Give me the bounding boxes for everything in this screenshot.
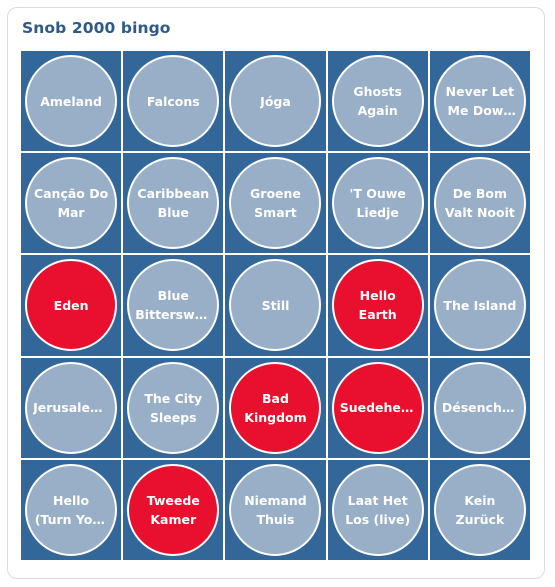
bingo-circle[interactable]: Caribbean Blue [127, 157, 220, 250]
bingo-cell[interactable]: The Island [429, 255, 530, 356]
bingo-cell[interactable]: The City Sleeps [123, 357, 224, 458]
bingo-cell-label: Tweede Kamer [146, 492, 200, 527]
bingo-cell-label: 'T Ouwe Liedje [349, 186, 406, 221]
bingo-circle[interactable]: Never Let Me Down Again [433, 55, 526, 148]
bingo-circle[interactable]: Hello (Turn Your Radio On) [25, 463, 118, 556]
bingo-circle[interactable]: Groene Smart [229, 157, 322, 250]
bingo-cell-label: Canção Do Mar [33, 186, 109, 221]
bingo-cell-label: Hello (Turn Your Radio On) [34, 492, 108, 527]
bingo-cell[interactable]: Canção Do Mar [21, 153, 122, 254]
bingo-circle[interactable]: Laat Het Los (live) [331, 463, 424, 556]
bingo-cell[interactable]: Laat Het Los (live) [327, 459, 428, 560]
bingo-cell[interactable]: Suedehead [327, 357, 428, 458]
bingo-cell-label: Ameland [40, 93, 102, 109]
bingo-cell-label: Caribbean Blue [137, 186, 210, 221]
bingo-cell[interactable]: Never Let Me Down Again [429, 51, 530, 152]
bingo-cell-label: Blue Bittersweet [135, 288, 212, 323]
bingo-cell[interactable]: Groene Smart [225, 153, 326, 254]
bingo-circle[interactable]: Falcons [127, 55, 220, 148]
bingo-circle[interactable]: Ghosts Again [331, 55, 424, 148]
bingo-circle[interactable]: The City Sleeps [127, 361, 220, 454]
bingo-cell-label: Bad Kingdom [244, 390, 307, 425]
bingo-cell-label: Désenchant [441, 400, 518, 416]
bingo-cell[interactable]: Eden [21, 255, 122, 356]
bingo-cell-label: Laat Het Los (live) [345, 492, 411, 527]
bingo-cell-label: De Bom Valt Nooit [444, 186, 515, 221]
bingo-cell[interactable]: Jóga [225, 51, 326, 152]
bingo-circle[interactable]: Kein Zurück [433, 463, 526, 556]
bingo-cell[interactable]: Hello Earth [327, 255, 428, 356]
bingo-circle[interactable]: 'T Ouwe Liedje [331, 157, 424, 250]
bingo-circle-marked[interactable]: Bad Kingdom [229, 361, 322, 454]
bingo-circle[interactable]: Blue Bittersweet [127, 259, 220, 352]
bingo-cell[interactable]: Jerusalema [21, 357, 122, 458]
bingo-circle[interactable]: Jerusalema [25, 361, 118, 454]
bingo-cell-label: Jerusalema [33, 400, 110, 416]
bingo-cell[interactable]: Kein Zurück [429, 459, 530, 560]
bingo-circle[interactable]: Niemand Thuis [229, 463, 322, 556]
bingo-cell-label: Ghosts Again [353, 84, 402, 119]
bingo-circle[interactable]: Jóga [229, 55, 322, 148]
bingo-cell[interactable]: 'T Ouwe Liedje [327, 153, 428, 254]
bingo-cell-label: Groene Smart [250, 186, 301, 221]
bingo-cell[interactable]: Ameland [21, 51, 122, 152]
card-title: Snob 2000 bingo [22, 19, 171, 37]
bingo-card: Snob 2000 bingo Ameland Falcons Jóga Ghosts… [7, 7, 545, 579]
bingo-circle[interactable]: De Bom Valt Nooit [433, 157, 526, 250]
bingo-circle[interactable]: Désenchant [433, 361, 526, 454]
bingo-cell[interactable]: Blue Bittersweet [123, 255, 224, 356]
bingo-circle-marked[interactable]: Suedehead [331, 361, 424, 454]
bingo-cell[interactable]: Caribbean Blue [123, 153, 224, 254]
bingo-cell[interactable]: Tweede Kamer [123, 459, 224, 560]
bingo-circle-marked[interactable]: Tweede Kamer [127, 463, 220, 556]
bingo-cell[interactable]: Ghosts Again [327, 51, 428, 152]
bingo-cell-label: Hello Earth [358, 288, 397, 323]
bingo-circle-marked[interactable]: Hello Earth [331, 259, 424, 352]
bingo-cell-label: Falcons [146, 93, 200, 109]
bingo-cell[interactable]: Still [225, 255, 326, 356]
bingo-circle-marked[interactable]: Eden [25, 259, 118, 352]
bingo-cell[interactable]: Hello (Turn Your Radio On) [21, 459, 122, 560]
bingo-cell-label: Never Let Me Down Again [445, 84, 515, 119]
bingo-circle[interactable]: Still [229, 259, 322, 352]
bingo-cell-label: Eden [53, 297, 89, 313]
bingo-circle[interactable]: Canção Do Mar [25, 157, 118, 250]
bingo-cell-label: Jóga [260, 93, 291, 109]
bingo-cell[interactable]: Niemand Thuis [225, 459, 326, 560]
bingo-cell-label: The City Sleeps [144, 390, 203, 425]
bingo-cell[interactable]: De Bom Valt Nooit [429, 153, 530, 254]
bingo-grid: Ameland Falcons Jóga Ghosts Again Never Let … [21, 51, 530, 560]
bingo-cell[interactable]: Falcons [123, 51, 224, 152]
bingo-cell-label: Still [261, 297, 290, 313]
bingo-cell-label: Suedehead [339, 400, 416, 416]
bingo-cell[interactable]: Bad Kingdom [225, 357, 326, 458]
bingo-cell-label: Niemand Thuis [244, 492, 307, 527]
bingo-circle[interactable]: The Island [433, 259, 526, 352]
bingo-cell-label: Kein Zurück [455, 492, 505, 527]
bingo-circle[interactable]: Ameland [25, 55, 118, 148]
bingo-cell-label: The Island [443, 297, 517, 313]
bingo-cell[interactable]: Désenchant [429, 357, 530, 458]
